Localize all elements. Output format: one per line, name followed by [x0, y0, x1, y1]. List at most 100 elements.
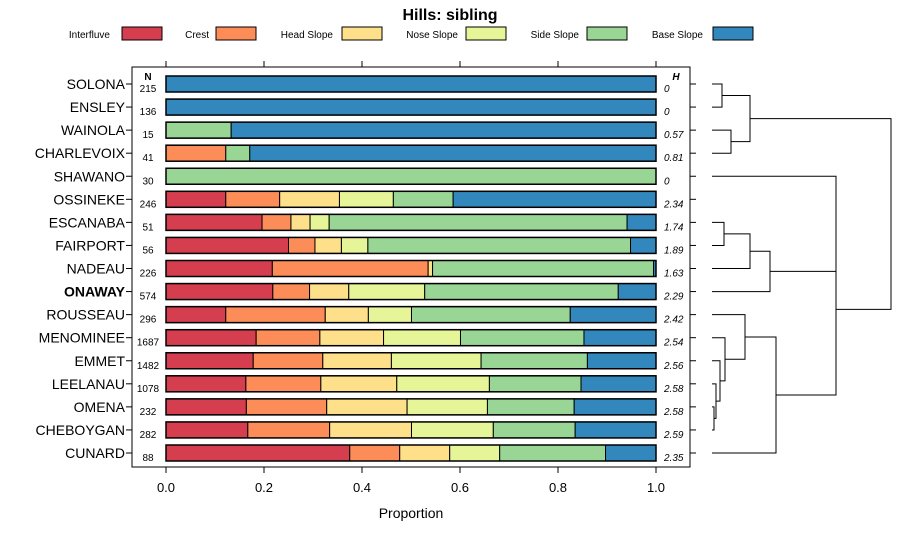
bar-outline — [165, 282, 657, 301]
legend-swatch — [341, 26, 383, 41]
n-value: 56 — [142, 245, 154, 256]
bar-segment — [396, 375, 490, 393]
bar-segment — [390, 352, 482, 370]
dendrogram-link — [712, 250, 771, 293]
x-axis-label: Proportion — [379, 505, 444, 521]
bar-segment — [165, 75, 657, 93]
bar-segment — [348, 283, 426, 301]
bar-outline — [165, 98, 657, 116]
legend-swatch — [215, 26, 257, 41]
chart-title: Hills: sibling — [402, 7, 497, 24]
bar-outline — [165, 305, 657, 324]
h-value: 0.81 — [664, 153, 683, 164]
bar-segment — [605, 444, 657, 462]
bar-segment — [165, 306, 227, 324]
dendrogram — [712, 83, 892, 454]
legend-swatch — [712, 26, 754, 41]
bar-segment — [225, 306, 326, 324]
h-value: 1.89 — [664, 245, 684, 256]
row-label: NADEAU — [67, 261, 125, 277]
x-tick-label: 0.4 — [353, 480, 371, 495]
n-value: 226 — [140, 269, 157, 280]
x-tick-label: 1.0 — [647, 480, 665, 495]
h-value: 2.34 — [663, 199, 684, 210]
bar-outline — [165, 259, 657, 278]
bar-outline — [165, 75, 657, 93]
dendrogram-link — [776, 223, 837, 396]
bar-segment — [165, 190, 227, 208]
x-tick-label: 0.0 — [157, 480, 175, 495]
bar-segment — [272, 283, 311, 301]
row-label: OMENA — [74, 399, 126, 415]
row-label: ESCANABA — [49, 214, 126, 230]
bar-segment — [245, 398, 328, 416]
dendrogram-link — [712, 83, 723, 108]
legend-label: Nose Slope — [406, 30, 458, 41]
bar-segment — [580, 375, 657, 393]
bar-segment — [583, 329, 657, 347]
row-label: SOLONA — [67, 76, 126, 92]
x-tick-label: 0.6 — [451, 480, 469, 495]
h-value: 1.63 — [664, 269, 684, 280]
bar-segment — [165, 398, 247, 416]
dendrogram-link — [712, 336, 777, 454]
bar-segment — [165, 98, 657, 116]
legend-label: Interfluve — [69, 30, 111, 41]
h-value: 0 — [664, 107, 670, 118]
bar-segment — [288, 236, 316, 254]
h-value: 2.35 — [663, 453, 684, 464]
row-label: WAINOLA — [61, 122, 126, 138]
dendrogram-link — [712, 233, 751, 269]
dendrogram-link — [712, 221, 725, 246]
bar-outline — [165, 236, 657, 255]
bar-segment — [279, 190, 340, 208]
bar-segment — [383, 329, 461, 347]
bar-segment — [486, 398, 575, 416]
bar-outline — [165, 375, 657, 393]
h-value: 0.57 — [664, 130, 684, 141]
dendrogram-link — [712, 175, 837, 272]
legend-label: Head Slope — [281, 30, 334, 41]
row-label: ROUSSEAU — [46, 307, 125, 323]
bar-segment — [322, 352, 392, 370]
bar-segment — [261, 213, 292, 231]
bar-segment — [255, 329, 321, 347]
row-label: LEELANAU — [52, 376, 125, 392]
bar-outline — [165, 444, 657, 462]
n-value: 1482 — [137, 361, 160, 372]
dendrogram-link — [712, 337, 726, 382]
row-label: SHAWANO — [54, 168, 125, 184]
legend-swatch — [465, 26, 507, 41]
bar-outline — [165, 352, 657, 370]
row-label: ONAWAY — [64, 284, 126, 300]
row-label: MENOMINEE — [39, 330, 125, 346]
bar-segment — [165, 236, 289, 254]
bar-segment — [349, 444, 401, 462]
bar-segment — [326, 398, 408, 416]
row-label: CHARLEVOIX — [35, 145, 126, 161]
n-value: 1078 — [137, 384, 160, 395]
bar-segment — [165, 375, 247, 393]
n-value: 215 — [140, 84, 157, 95]
bar-segment — [617, 283, 657, 301]
bar-segment — [290, 213, 311, 231]
h-value: 0 — [664, 176, 670, 187]
h-value: 2.59 — [663, 430, 684, 441]
bar-segment — [399, 444, 451, 462]
h-value: 1.74 — [664, 222, 684, 233]
n-value: 30 — [142, 176, 154, 187]
bar-segment — [410, 306, 571, 324]
dendrogram-link — [712, 129, 732, 154]
bar-segment — [324, 306, 369, 324]
n-header: N — [144, 72, 151, 83]
bar-segment — [569, 306, 657, 324]
dendrogram-link — [712, 406, 715, 431]
bar-segment — [165, 444, 351, 462]
legend-swatch — [586, 26, 628, 41]
h-value: 2.29 — [663, 292, 684, 303]
x-tick-label: 0.2 — [255, 480, 273, 495]
bar-segment — [586, 352, 657, 370]
row-label: EMMET — [74, 353, 125, 369]
n-value: 246 — [140, 199, 157, 210]
bar-segment — [319, 329, 385, 347]
